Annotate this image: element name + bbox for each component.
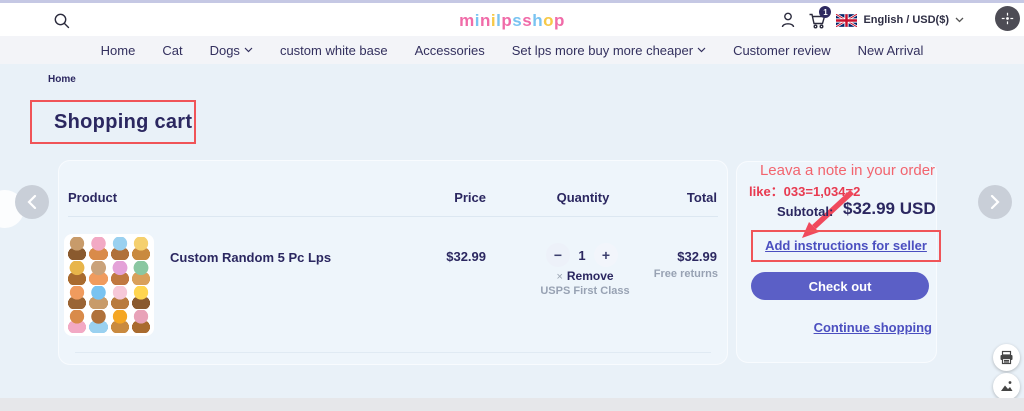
logo-letter: n bbox=[480, 11, 491, 30]
logo-letter: s bbox=[522, 11, 533, 30]
breadcrumb[interactable]: Home bbox=[48, 74, 76, 85]
nav-label: Accessories bbox=[414, 42, 485, 58]
shipping-method-label: USPS First Class bbox=[540, 285, 630, 297]
toy-figure bbox=[130, 261, 151, 285]
language-currency-selector[interactable]: English / USD($) bbox=[836, 13, 964, 27]
logo-letter: i bbox=[474, 11, 480, 30]
toy-figure bbox=[130, 237, 151, 261]
toy-figure bbox=[88, 237, 109, 261]
avatar-icon[interactable] bbox=[995, 6, 1020, 31]
account-icon[interactable] bbox=[778, 10, 798, 30]
annotation-note-line1: Leava a note in your order bbox=[759, 162, 936, 179]
remove-label: Remove bbox=[566, 269, 614, 283]
toy-figure bbox=[109, 285, 130, 309]
toy-figure bbox=[109, 237, 130, 261]
top-header: minilpsshop 1 bbox=[0, 0, 1024, 36]
annotation-note-line2: like：033=1,034=2 bbox=[749, 184, 861, 199]
nav-item-customer-review[interactable]: Customer review bbox=[733, 43, 831, 58]
cart-icon[interactable]: 1 bbox=[807, 6, 832, 30]
uk-flag-icon bbox=[836, 13, 858, 27]
nav-item-accessories[interactable]: Accessories bbox=[415, 43, 485, 58]
nav-item-cat[interactable]: Cat bbox=[162, 43, 182, 58]
product-name[interactable]: Custom Random 5 Pc Lps bbox=[170, 250, 332, 265]
nav-label: New Arrival bbox=[857, 42, 924, 58]
checkout-button[interactable]: Check out bbox=[751, 272, 929, 300]
subtotal-value: $32.99 USD bbox=[843, 199, 936, 218]
nav-label: Cat bbox=[162, 42, 183, 58]
nav-item-set-lps[interactable]: Set lps more buy more cheaper bbox=[512, 43, 706, 58]
chevron-down-icon bbox=[697, 47, 706, 53]
column-header-quantity: Quantity bbox=[556, 190, 610, 205]
product-price: $32.99 bbox=[446, 249, 486, 264]
nav-label: Dogs bbox=[209, 42, 240, 58]
remove-item-link[interactable]: × Remove bbox=[535, 267, 635, 285]
logo-letter: o bbox=[543, 11, 554, 30]
continue-shopping-link[interactable]: Continue shopping bbox=[813, 320, 932, 335]
toy-figure bbox=[67, 261, 88, 285]
cart-count-badge: 1 bbox=[819, 6, 832, 18]
toy-figure bbox=[88, 261, 109, 285]
add-instructions-link[interactable]: Add instructions for seller bbox=[765, 238, 927, 253]
toy-figure bbox=[88, 285, 109, 309]
image-search-icon[interactable] bbox=[993, 373, 1020, 400]
toy-figure bbox=[67, 309, 88, 333]
quantity-value: 1 bbox=[578, 248, 586, 263]
column-header-product: Product bbox=[68, 190, 118, 205]
cart-bottom-divider bbox=[75, 352, 711, 353]
language-currency-label: English / USD($) bbox=[863, 14, 949, 26]
logo-letter: i bbox=[490, 11, 497, 30]
line-total: $32.99 bbox=[677, 249, 717, 264]
instructions-annotation-box bbox=[751, 230, 941, 262]
nav-label: Home bbox=[100, 42, 136, 58]
logo-letter: p bbox=[553, 11, 565, 30]
chevron-down-icon bbox=[244, 47, 253, 53]
product-image[interactable] bbox=[64, 234, 154, 336]
title-annotation-box: Shopping cart bbox=[30, 100, 196, 144]
toy-figure bbox=[88, 309, 109, 333]
header-actions: 1 English / USD($) bbox=[778, 6, 964, 30]
toy-figure bbox=[130, 309, 151, 333]
logo-letter: m bbox=[459, 11, 475, 30]
quantity-decrease-button[interactable]: − bbox=[546, 243, 570, 267]
carousel-next-button[interactable] bbox=[978, 185, 1012, 219]
carousel-prev-button[interactable] bbox=[15, 185, 49, 219]
column-header-price: Price bbox=[454, 190, 486, 205]
nav-item-new-arrival[interactable]: New Arrival bbox=[858, 43, 924, 58]
column-header-total: Total bbox=[686, 190, 717, 205]
chevron-right-icon bbox=[990, 195, 1000, 209]
page-title: Shopping cart bbox=[54, 110, 193, 133]
logo-letter: s bbox=[512, 11, 523, 30]
toy-figure bbox=[67, 285, 88, 309]
toy-figure bbox=[109, 309, 130, 333]
free-returns-label: Free returns bbox=[653, 268, 718, 280]
nav-label: Set lps more buy more cheaper bbox=[511, 42, 694, 58]
nav-item-custom-white-base[interactable]: custom white base bbox=[280, 43, 388, 58]
nav-label: custom white base bbox=[279, 42, 388, 58]
quantity-increase-button[interactable]: + bbox=[594, 243, 618, 267]
chevron-left-icon bbox=[27, 195, 37, 209]
logo-letter: h bbox=[532, 11, 544, 30]
toy-figure bbox=[109, 261, 130, 285]
nav-item-dogs[interactable]: Dogs bbox=[210, 43, 253, 58]
store-logo[interactable]: minilpsshop bbox=[0, 11, 1024, 31]
main-nav: Home Cat Dogs custom white base Accessor… bbox=[0, 36, 1024, 64]
nav-item-home[interactable]: Home bbox=[101, 43, 136, 58]
toy-figure bbox=[67, 237, 88, 261]
search-icon[interactable] bbox=[52, 11, 72, 31]
footer-strip bbox=[0, 398, 1024, 411]
header-divider bbox=[68, 216, 718, 217]
logo-letter: p bbox=[501, 11, 513, 30]
cart-panel bbox=[58, 160, 728, 365]
toy-figure bbox=[130, 285, 151, 309]
printer-icon[interactable] bbox=[993, 344, 1020, 371]
logo-letter: l bbox=[496, 11, 502, 30]
summary-panel bbox=[736, 161, 937, 363]
nav-label: Customer review bbox=[733, 42, 831, 58]
chevron-down-icon bbox=[955, 17, 964, 23]
subtotal-label: Subtotal: bbox=[777, 204, 834, 219]
close-icon: × bbox=[556, 271, 563, 283]
